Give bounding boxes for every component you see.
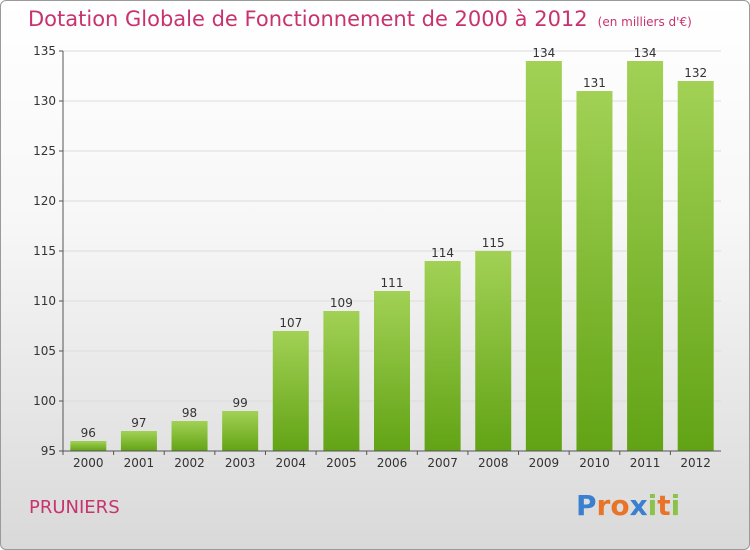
data-label: 111 <box>381 276 404 290</box>
x-tick-label: 2003 <box>225 456 256 470</box>
bar <box>424 261 461 451</box>
data-label: 107 <box>279 316 302 330</box>
data-label: 99 <box>233 396 248 410</box>
x-tick-label: 2012 <box>680 456 711 470</box>
x-tick-label: 2010 <box>579 456 610 470</box>
proxiti-logo: Proxiti <box>576 489 681 522</box>
data-label: 114 <box>431 246 454 260</box>
y-tick-label: 105 <box>33 344 56 358</box>
data-label: 134 <box>634 46 657 60</box>
y-tick-label: 100 <box>33 394 56 408</box>
bar <box>677 81 714 451</box>
data-label: 115 <box>482 236 505 250</box>
data-label: 132 <box>684 66 707 80</box>
data-label: 97 <box>131 416 146 430</box>
chart-subtitle: (en milliers d'€) <box>597 15 692 29</box>
x-tick-label: 2008 <box>478 456 509 470</box>
x-tick-label: 2000 <box>73 456 104 470</box>
data-label: 96 <box>81 426 96 440</box>
bar <box>627 61 664 451</box>
x-tick-label: 2002 <box>174 456 205 470</box>
bar <box>222 411 259 451</box>
bar <box>475 251 512 451</box>
y-tick-label: 125 <box>33 144 56 158</box>
data-label: 134 <box>532 46 555 60</box>
data-label: 109 <box>330 296 353 310</box>
bar <box>525 61 562 451</box>
x-tick-label: 2004 <box>275 456 306 470</box>
chart-title: Dotation Globale de Fonctionnement de 20… <box>28 7 692 31</box>
bar <box>374 291 410 451</box>
x-tick-label: 2006 <box>377 456 408 470</box>
bar <box>576 91 613 451</box>
commune-name: PRUNIERS <box>29 497 120 518</box>
bar <box>272 331 309 451</box>
bar <box>120 431 157 451</box>
x-tick-label: 2005 <box>326 456 357 470</box>
y-tick-label: 115 <box>33 244 56 258</box>
x-tick-label: 2009 <box>529 456 560 470</box>
x-tick-label: 2011 <box>630 456 661 470</box>
y-tick-label: 130 <box>33 94 56 108</box>
data-label: 98 <box>182 406 197 420</box>
data-label: 131 <box>583 76 606 90</box>
y-tick-label: 135 <box>33 44 56 58</box>
bar <box>323 311 360 451</box>
bar <box>70 441 107 451</box>
x-tick-label: 2007 <box>427 456 458 470</box>
y-tick-label: 95 <box>41 444 56 458</box>
bar <box>171 421 208 451</box>
x-tick-label: 2001 <box>124 456 155 470</box>
y-tick-label: 110 <box>33 294 56 308</box>
y-tick-label: 120 <box>33 194 56 208</box>
